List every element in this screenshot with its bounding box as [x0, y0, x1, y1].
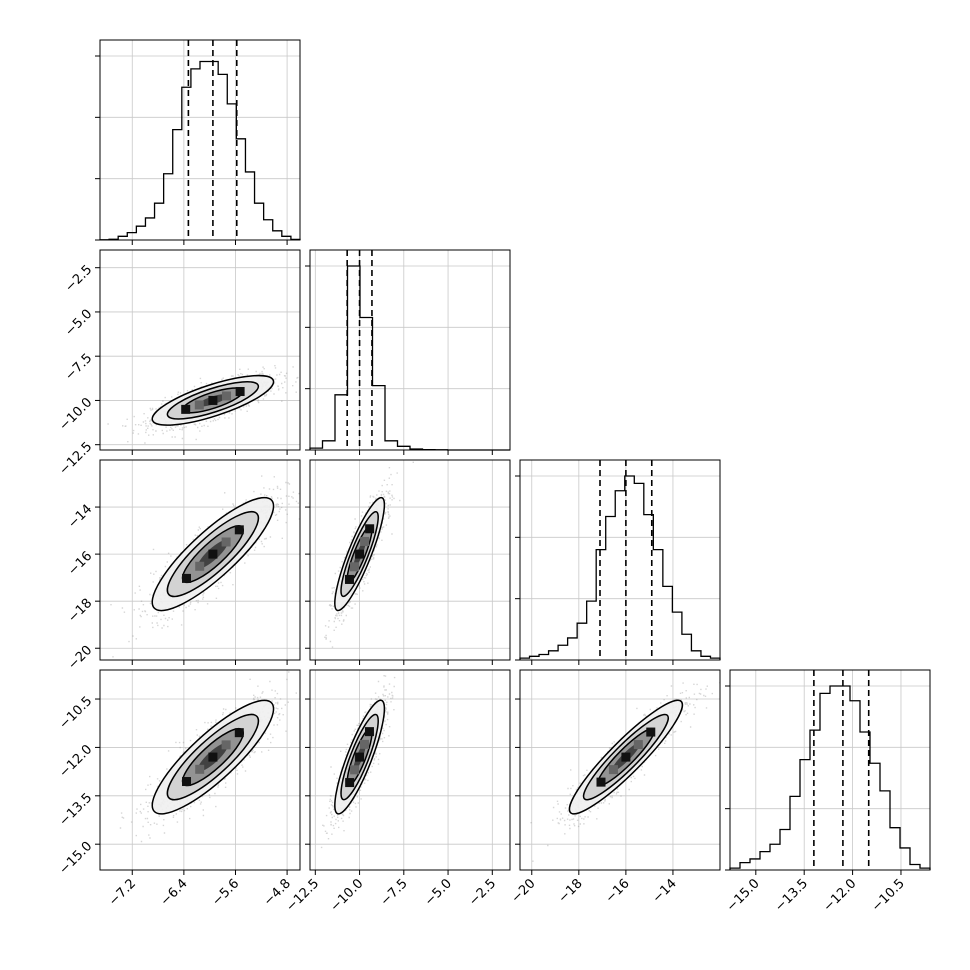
x-tick-label: −16 [603, 876, 633, 906]
pair-content-4 [320, 675, 396, 849]
x-tick-label: −18 [556, 876, 586, 906]
density-core-bin [181, 573, 191, 583]
density-core-bin [234, 728, 244, 738]
density-core-bin [194, 400, 204, 410]
y-tick-label: −15.0 [57, 839, 96, 878]
panel-frame [519, 459, 721, 661]
density-core-bin [350, 765, 360, 775]
pair-content-2 [324, 461, 414, 648]
pair-content-0 [100, 365, 299, 444]
histogram-2 [519, 475, 721, 660]
y-tick-label: −12.5 [57, 439, 96, 478]
y-tick-label: −13.5 [57, 791, 96, 830]
x-tick-label: −7.2 [106, 876, 139, 909]
pair-grid-4 [310, 670, 510, 870]
x-tick-label: −14 [650, 876, 680, 906]
x-tick-label: −5.0 [422, 876, 455, 909]
y-tick-label: −7.5 [62, 351, 95, 384]
x-tick-label: −6.4 [158, 876, 191, 909]
density-core-bin [365, 524, 375, 534]
density-core-bin [234, 525, 244, 535]
x-tick-label: −12.0 [821, 876, 860, 915]
density-core-bin [221, 537, 231, 547]
panel-frame [309, 459, 511, 661]
hist-grid-2 [520, 460, 720, 660]
histogram-1 [309, 265, 510, 451]
x-tick-label: −7.5 [378, 876, 411, 909]
panel-frame [99, 669, 301, 871]
density-core-bin [621, 752, 631, 762]
density-core-bin [195, 764, 205, 774]
density-core-bin [596, 777, 606, 787]
density-core-bin [350, 562, 360, 572]
x-tick-label: −20 [509, 876, 539, 906]
x-tick-label: −13.5 [772, 876, 811, 915]
density-core-bin [222, 391, 232, 401]
x-tick-label: −5.6 [209, 876, 242, 909]
y-tick-label: −10.5 [57, 694, 96, 733]
density-core-bin [646, 727, 656, 737]
hist-grid-0 [100, 40, 300, 240]
panel-frame [99, 249, 301, 451]
x-tick-label: −10.5 [869, 876, 908, 915]
density-core-bin [355, 549, 365, 559]
pair-content-3 [119, 671, 297, 843]
panel-frame [309, 669, 511, 871]
panel-frame [99, 39, 301, 241]
y-tick-label: −5.0 [62, 307, 95, 340]
x-tick-label: −10.0 [328, 876, 367, 915]
corner-panels: −12.5−10.0−7.5−5.0−2.5−20−18−16−14−15.0−… [57, 39, 931, 915]
density-core-bin [360, 739, 370, 749]
hist-grid-1 [310, 250, 510, 450]
density-core-bin [182, 777, 192, 787]
pair-content-1 [110, 475, 300, 658]
density-core-bin [364, 727, 374, 737]
density-core-bin [345, 778, 355, 788]
density-core-bin [633, 740, 643, 750]
y-tick-label: −14 [65, 502, 95, 532]
histogram-3 [729, 685, 931, 870]
panel-frame [519, 669, 721, 871]
pair-grid-2 [310, 460, 510, 660]
density-core-bin [608, 765, 618, 775]
y-tick-label: −10.0 [57, 395, 96, 434]
y-tick-label: −16 [65, 549, 95, 579]
x-tick-label: −12.5 [283, 876, 322, 915]
density-core-bin [208, 549, 218, 559]
density-core-bin [208, 752, 218, 762]
panel-frame [309, 249, 511, 451]
density-core-bin [208, 395, 218, 405]
density-core-bin [344, 574, 354, 584]
pair-content-5 [530, 682, 720, 862]
x-tick-label: −2.5 [466, 876, 499, 909]
y-tick-label: −12.0 [57, 742, 96, 781]
x-tick-label: −15.0 [724, 876, 763, 915]
y-tick-label: −2.5 [62, 262, 95, 295]
histogram-0 [99, 60, 301, 241]
density-core-bin [360, 536, 370, 546]
y-tick-label: −18 [65, 596, 95, 626]
panel-frame [99, 459, 301, 661]
density-core-bin [195, 561, 205, 571]
density-core-bin [355, 752, 365, 762]
density-core-bin [221, 740, 231, 750]
panel-frame [729, 669, 931, 871]
density-core-bin [181, 404, 191, 414]
density-core-bin [235, 387, 245, 397]
y-tick-label: −20 [65, 643, 95, 673]
